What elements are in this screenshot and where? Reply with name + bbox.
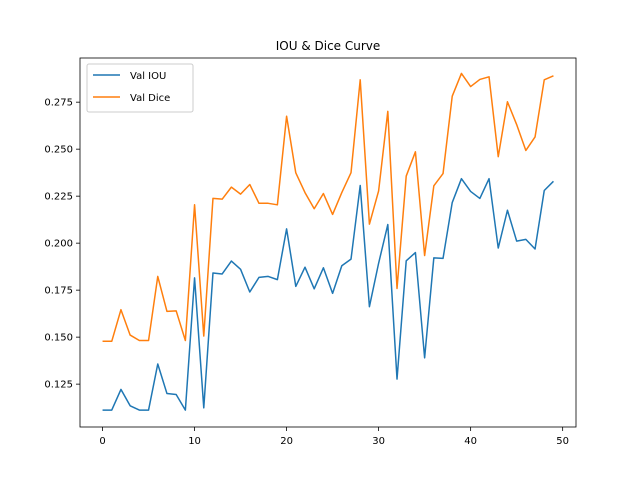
x-tick-label: 30 [372, 436, 385, 447]
x-tick-label: 40 [464, 436, 477, 447]
series-line-val-dice [102, 72, 554, 343]
legend-box [86, 63, 194, 113]
y-tick-label: 0.175 [44, 286, 73, 297]
chart-title: IOU & Dice Curve [276, 39, 381, 53]
y-tick-label: 0.275 [44, 98, 73, 109]
series-line-val-iou [102, 177, 554, 411]
x-tick-label: 0 [99, 436, 105, 447]
y-tick-label: 0.150 [44, 333, 73, 344]
y-tick-label: 0.200 [44, 239, 73, 250]
series-lines [102, 72, 554, 411]
x-tick-label: 20 [280, 436, 293, 447]
legend-label-val-dice: Val Dice [130, 93, 170, 104]
y-axis: 0.125 0.150 0.175 0.200 0.225 0.250 0.275 [44, 98, 80, 391]
legend: Val IOU Val Dice [86, 63, 194, 113]
plot-frame [79, 57, 577, 428]
x-tick-label: 10 [188, 436, 201, 447]
plot-area [80, 58, 576, 427]
y-tick-label: 0.250 [44, 145, 73, 156]
y-tick-label: 0.225 [44, 192, 73, 203]
y-tick-label: 0.125 [44, 380, 73, 391]
x-axis: 0 10 20 30 40 50 [99, 427, 569, 447]
x-tick-label: 50 [556, 436, 569, 447]
legend-label-val-iou: Val IOU [130, 71, 166, 82]
